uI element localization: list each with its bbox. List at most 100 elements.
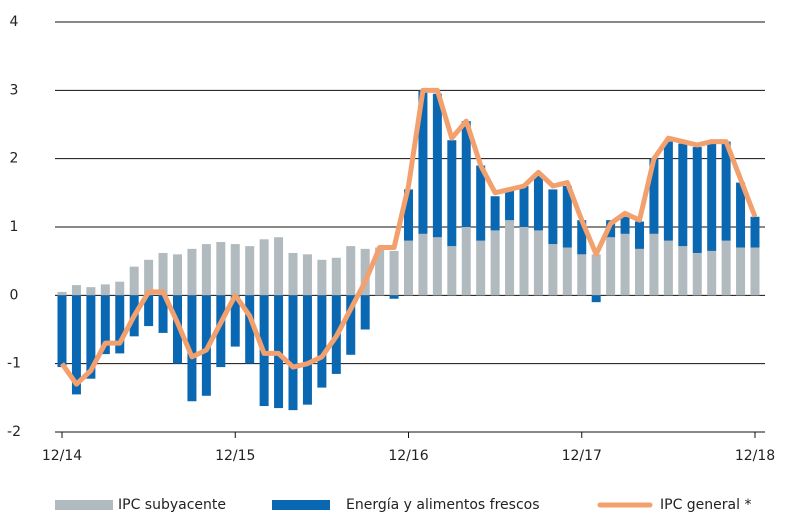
bar bbox=[274, 237, 284, 296]
bar bbox=[432, 93, 442, 238]
bar bbox=[331, 257, 341, 296]
bar bbox=[461, 121, 471, 227]
bar bbox=[678, 143, 688, 247]
bar bbox=[230, 295, 240, 347]
bar bbox=[692, 252, 702, 296]
bar bbox=[447, 140, 457, 247]
bar bbox=[173, 254, 182, 296]
bar bbox=[389, 250, 399, 296]
bar bbox=[418, 90, 428, 234]
bar bbox=[476, 240, 486, 296]
bar bbox=[288, 252, 298, 296]
bar bbox=[71, 285, 81, 296]
bar bbox=[216, 295, 226, 368]
legend-label: IPC subyacente bbox=[118, 497, 226, 513]
bar bbox=[620, 216, 630, 234]
bar bbox=[635, 248, 644, 296]
legend-swatch bbox=[272, 500, 330, 510]
bar bbox=[721, 141, 731, 241]
y-tick-label: 2 bbox=[10, 151, 19, 167]
bar bbox=[591, 295, 601, 303]
bar bbox=[245, 295, 255, 364]
bar bbox=[736, 182, 746, 248]
bar bbox=[533, 175, 543, 231]
bar bbox=[57, 295, 67, 368]
legend-label: Energía y alimentos frescos bbox=[346, 497, 540, 513]
bar bbox=[432, 237, 442, 296]
y-tick-label: 0 bbox=[10, 287, 19, 303]
bar bbox=[216, 242, 226, 296]
y-tick-label: 1 bbox=[10, 219, 19, 235]
bar bbox=[533, 230, 543, 296]
legend-label: IPC general * bbox=[660, 497, 751, 513]
bar bbox=[360, 248, 370, 296]
bar bbox=[606, 237, 616, 296]
bar bbox=[404, 240, 413, 296]
bar bbox=[505, 189, 515, 221]
bar bbox=[548, 189, 558, 245]
bar bbox=[86, 287, 96, 296]
bar bbox=[707, 141, 717, 251]
bar bbox=[736, 247, 746, 296]
bar bbox=[158, 295, 168, 333]
bar bbox=[447, 246, 457, 296]
bar bbox=[346, 295, 356, 355]
bar bbox=[129, 266, 139, 296]
bar bbox=[144, 295, 154, 327]
bar bbox=[461, 227, 471, 296]
bar bbox=[115, 295, 125, 354]
bar bbox=[404, 189, 413, 241]
bar bbox=[591, 254, 601, 296]
bar bbox=[663, 141, 673, 241]
bar bbox=[187, 295, 197, 402]
bar bbox=[317, 295, 327, 388]
bar bbox=[245, 246, 255, 296]
y-tick-label: 3 bbox=[10, 82, 19, 98]
bar bbox=[721, 240, 731, 296]
bar bbox=[57, 291, 67, 296]
x-tick-label: 12/18 bbox=[735, 448, 775, 464]
bar bbox=[389, 295, 399, 299]
bar bbox=[302, 295, 312, 405]
x-tick-label: 12/14 bbox=[42, 448, 82, 464]
bar bbox=[100, 295, 110, 355]
bar bbox=[577, 254, 587, 296]
bar bbox=[230, 244, 240, 296]
bar bbox=[490, 196, 500, 231]
bar bbox=[519, 227, 529, 296]
y-tick-label: -2 bbox=[7, 424, 21, 440]
bar bbox=[302, 254, 312, 296]
x-tick-label: 12/17 bbox=[562, 448, 602, 464]
bar bbox=[548, 244, 558, 296]
bar bbox=[346, 246, 356, 296]
bar bbox=[100, 284, 110, 296]
bar bbox=[562, 186, 572, 248]
bar bbox=[750, 216, 760, 248]
bar bbox=[663, 240, 673, 296]
legend-swatch bbox=[55, 500, 113, 510]
y-tick-label: 4 bbox=[10, 14, 19, 30]
bar bbox=[692, 147, 702, 253]
bar bbox=[187, 248, 197, 296]
bar bbox=[490, 230, 500, 296]
bar bbox=[635, 221, 644, 249]
line bbox=[59, 87, 758, 387]
x-tick-label: 12/16 bbox=[388, 448, 428, 464]
bar bbox=[707, 250, 717, 296]
bar bbox=[259, 239, 269, 296]
bar bbox=[750, 247, 760, 296]
bar bbox=[71, 295, 81, 395]
bar bbox=[288, 295, 298, 411]
x-tick-label: 12/15 bbox=[215, 448, 255, 464]
bar bbox=[620, 233, 630, 296]
bar bbox=[360, 295, 370, 330]
bar bbox=[519, 186, 529, 227]
bar bbox=[86, 295, 96, 379]
bar bbox=[375, 247, 385, 296]
bar bbox=[505, 220, 515, 296]
bar bbox=[115, 281, 125, 296]
bar bbox=[317, 259, 327, 296]
bar bbox=[649, 158, 659, 234]
bar bbox=[678, 246, 688, 296]
